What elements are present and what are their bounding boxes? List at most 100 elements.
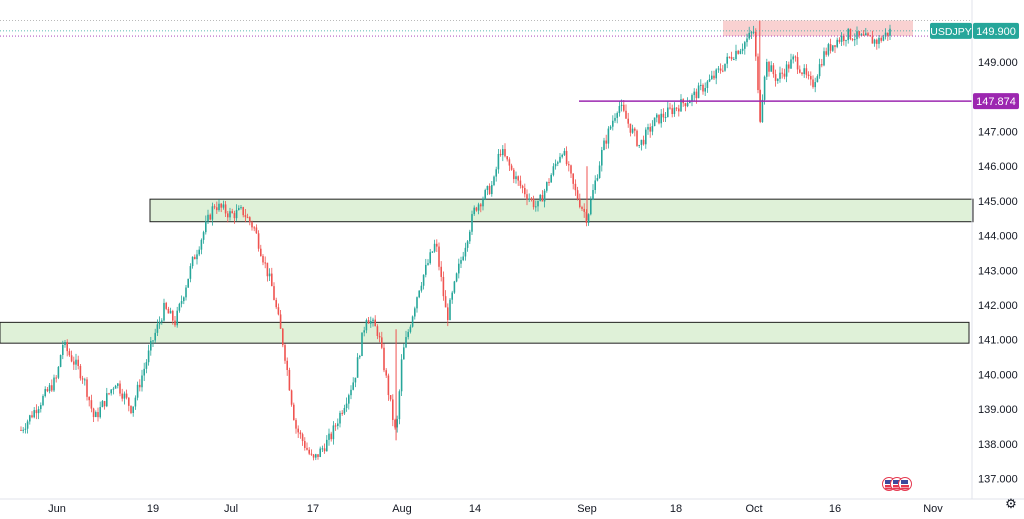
symbol-badge[interactable]	[930, 22, 972, 39]
candle-body	[121, 393, 123, 399]
current-price-badge[interactable]	[973, 22, 1019, 39]
candle-body	[770, 65, 772, 72]
candle-body	[128, 397, 130, 406]
candle-body	[750, 32, 753, 34]
candle-body	[110, 389, 112, 394]
candle-body	[438, 246, 440, 267]
candle-body	[801, 72, 803, 75]
candle-body	[209, 214, 211, 220]
price-tick-label: 142.000	[978, 300, 1018, 312]
candle-body	[394, 420, 396, 428]
candle-body	[576, 190, 579, 200]
time-axis[interactable]: Jun 19 Jul 17 Aug 14 Sep 18 Oct 16 Nov	[48, 503, 943, 515]
candle-body	[647, 127, 649, 130]
candle-body	[543, 190, 546, 202]
candle-body	[741, 48, 744, 51]
candle-body	[275, 300, 277, 308]
candle-body	[139, 384, 141, 388]
candle-body	[359, 356, 361, 358]
candle-body	[524, 188, 526, 195]
candle-body	[376, 326, 379, 336]
candle-body	[95, 412, 97, 418]
candle-body	[290, 390, 293, 405]
candle-body	[715, 69, 717, 79]
candle-body	[451, 292, 453, 300]
settings-gear-icon[interactable]: ⚙	[1005, 496, 1017, 511]
candle-body	[361, 332, 363, 357]
candle-body	[233, 213, 236, 219]
price-tick-label: 141.000	[978, 335, 1018, 347]
price-tick-label: 143.000	[978, 265, 1018, 277]
candle-body	[755, 31, 757, 57]
candle-body	[689, 101, 691, 104]
candle-body	[550, 174, 552, 183]
candle-body	[326, 439, 328, 452]
candle-body	[180, 301, 183, 304]
candle-body	[464, 247, 467, 257]
candle-body	[26, 421, 29, 429]
candle-body	[238, 208, 240, 211]
candle-body	[205, 221, 207, 233]
candle-body	[158, 321, 161, 325]
support-zone[interactable]	[149, 198, 974, 223]
candle-body	[407, 331, 409, 338]
candle-body	[339, 412, 341, 424]
candle-body	[526, 194, 528, 200]
candle-body	[189, 266, 192, 279]
candle-body	[319, 448, 321, 457]
candle-body	[101, 401, 104, 408]
candle-body	[656, 114, 658, 118]
candle-body	[491, 185, 493, 195]
candle-body	[224, 204, 227, 214]
candle-body	[779, 72, 781, 79]
candle-body	[268, 273, 271, 277]
candle-body	[383, 347, 385, 371]
candle-body	[730, 56, 733, 60]
candle-body	[200, 239, 203, 250]
time-tick-label: Oct	[745, 503, 762, 515]
candle-body	[194, 256, 196, 260]
economic-events-flags[interactable]	[882, 477, 922, 493]
candle-body	[40, 405, 42, 410]
candle-body	[279, 314, 282, 329]
candle-body	[554, 163, 557, 167]
candle-body	[44, 389, 46, 397]
candle-body	[387, 375, 390, 396]
candle-body	[246, 217, 249, 219]
candle-body	[475, 207, 478, 211]
candle-body	[207, 214, 209, 222]
candle-body	[70, 355, 73, 362]
time-tick-label: 14	[469, 503, 481, 515]
candle-body	[378, 335, 381, 338]
candle-body	[552, 166, 555, 175]
candle-body	[625, 110, 627, 119]
candle-body	[706, 81, 709, 89]
support-zone[interactable]	[0, 321, 970, 344]
candle-body	[97, 412, 99, 418]
candle-body	[684, 103, 687, 107]
candle-body	[768, 61, 770, 72]
candle-body	[609, 126, 612, 129]
candle-body	[807, 74, 810, 77]
candle-body	[46, 389, 49, 392]
price-tick-label: 149.000	[978, 57, 1018, 69]
candle-body	[427, 263, 429, 265]
candle-body	[651, 126, 654, 132]
candle-body	[737, 50, 739, 54]
candle-body	[403, 347, 405, 360]
level-price-badge[interactable]	[973, 93, 1019, 110]
candle-body	[513, 169, 515, 180]
candle-body	[675, 107, 678, 109]
candle-body	[669, 107, 671, 109]
candle-body	[176, 310, 178, 326]
symbol-label: USDJPY	[930, 26, 971, 38]
candle-body	[150, 340, 152, 351]
candle-body	[169, 310, 172, 314]
price-axis[interactable]: 137.000 138.000 139.000 140.000 141.000 142.0…	[978, 57, 1018, 485]
candle-body	[638, 144, 640, 146]
candle-body	[816, 76, 819, 83]
candle-body	[183, 297, 185, 302]
candle-body	[323, 448, 326, 452]
economic-events-flag-icon[interactable]	[898, 477, 912, 491]
